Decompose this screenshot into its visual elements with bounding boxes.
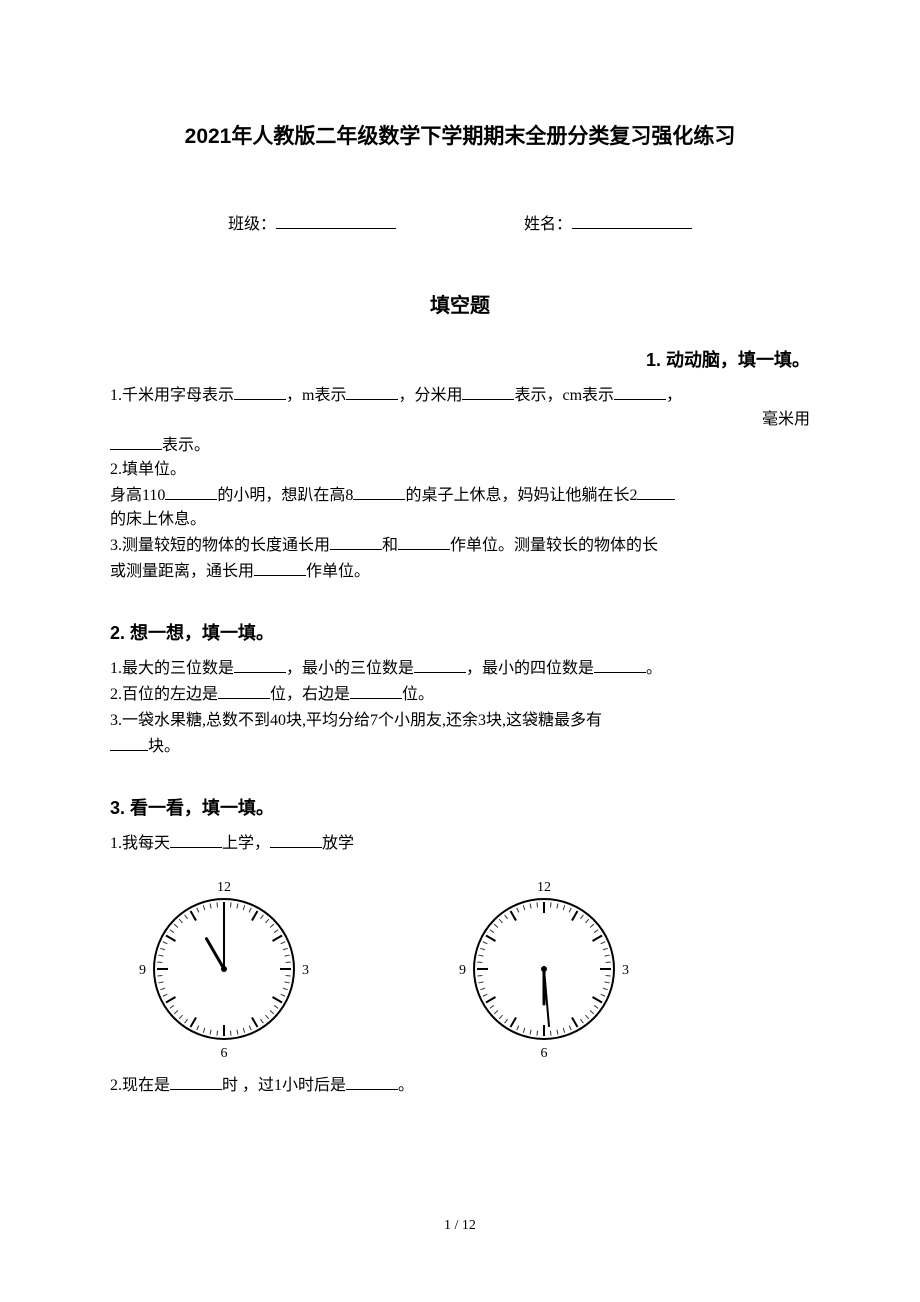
clock-2-svg: 3 6 9 12 [454,864,634,1064]
svg-text:12: 12 [537,880,551,895]
section-title: 填空题 [110,289,810,318]
q3-heading: 3. 看一看，填一填。 [110,794,810,820]
q1-l4-a: 身高110 [110,487,165,504]
q1-l4-b: 的小明，想趴在高8 [217,487,353,504]
q2-body: 1.最大的三位数是 ，最小的三位数是 ，最小的四位数是 。 2.百位的左边是 位，右边是… [110,655,810,759]
svg-text:12: 12 [217,880,231,895]
q1-l1-d: 表示，cm表示 [514,387,614,404]
blank [602,707,610,725]
blank[interactable] [346,1072,398,1090]
q1-l7-b: 作单位。 [306,563,370,580]
clocks-row: 3 6 9 12 3 6 9 12 [110,864,810,1064]
blank[interactable] [234,382,286,400]
blank[interactable] [614,382,666,400]
q2-l2-c: 位。 [402,686,434,703]
q3-l1-b: 上学， [222,835,270,852]
q3-l1-c: 放学 [322,835,354,852]
q2-l2-b: 位，右边是 [270,686,350,703]
blank[interactable] [637,482,675,500]
blank[interactable] [170,830,222,848]
blank[interactable] [218,681,270,699]
clock-2: 3 6 9 12 [454,864,634,1064]
svg-text:9: 9 [139,963,146,978]
q2-l1-d: 。 [646,660,662,677]
blank[interactable] [170,1072,222,1090]
q3-l2-c: 。 [398,1077,414,1094]
svg-text:3: 3 [622,963,629,978]
q1-l1-c: ，分米用 [398,387,462,404]
class-label: 班级： [228,216,276,233]
blank[interactable] [353,482,405,500]
q1-l1-a: 1.千米用字母表示 [110,387,234,404]
q2-l2-a: 2.百位的左边是 [110,686,218,703]
q1-heading: 1. 动动脑，填一填。 [110,346,810,372]
q1-l6-a: 3.测量较短的物体的长度通长用 [110,537,330,554]
q3-l2-a: 2.现在是 [110,1077,170,1094]
name-blank[interactable] [572,211,692,229]
q1-l6-b: 和 [382,537,398,554]
svg-text:3: 3 [302,963,309,978]
q2-l4-a: 块。 [148,738,180,755]
blank[interactable] [398,532,450,550]
q2-heading: 2. 想一想，填一填。 [110,619,810,645]
q2-l1-a: 1.最大的三位数是 [110,660,234,677]
class-blank[interactable] [276,211,396,229]
page-number: 1 / 12 [110,1218,810,1234]
q1-body: 1.千米用字母表示 ，m表示 ，分米用 表示，cm表示 ， 毫米用 表示。 2.填单位。… [110,382,810,584]
name-label: 姓名： [524,216,572,233]
q2-l3-a: 3.一袋水果糖,总数不到40块,平均分给7个小朋友,还余3块,这袋糖最多有 [110,712,602,729]
clock-1: 3 6 9 12 [134,864,314,1064]
blank[interactable] [414,655,466,673]
svg-text:6: 6 [221,1046,228,1061]
q3-l2-b: 时 ，过1小时后是 [222,1077,346,1094]
q3-l1-a: 1.我每天 [110,835,170,852]
blank[interactable] [110,733,148,751]
document-title: 2021年人教版二年级数学下学期期末全册分类复习强化练习 [110,120,810,150]
q1-l1-e: ， [666,387,682,404]
q1-l5-a: 的床上休息。 [110,508,810,532]
q1-l1-right: 毫米用 [762,411,810,428]
blank[interactable] [346,382,398,400]
svg-text:9: 9 [459,963,466,978]
blank[interactable] [254,558,306,576]
q1-l3-a: 2.填单位。 [110,458,810,482]
blank[interactable] [350,681,402,699]
q1-l4-c: 的桌子上休息，妈妈让他躺在长2 [405,487,637,504]
blank[interactable] [270,830,322,848]
blank[interactable] [165,482,217,500]
q1-l1-b: ，m表示 [286,387,346,404]
blank[interactable] [462,382,514,400]
blank[interactable] [330,532,382,550]
q2-l1-c: ，最小的四位数是 [466,660,594,677]
blank[interactable] [234,655,286,673]
clock-1-svg: 3 6 9 12 [134,864,314,1064]
blank[interactable] [594,655,646,673]
form-fields-row: 班级： 姓名： [110,210,810,234]
q3-body: 1.我每天 上学， 放学 3 6 9 12 3 6 9 12 2.现在是 时 ，过1小时后是 。 [110,830,810,1098]
q1-l7-a: 或测量距离，通长用 [110,563,254,580]
blank[interactable] [110,432,162,450]
svg-text:6: 6 [541,1046,548,1061]
q1-l6-c: 作单位。测量较长的物体的长 [450,537,658,554]
q2-l1-b: ，最小的三位数是 [286,660,414,677]
q1-l2-a: 表示。 [162,437,210,454]
